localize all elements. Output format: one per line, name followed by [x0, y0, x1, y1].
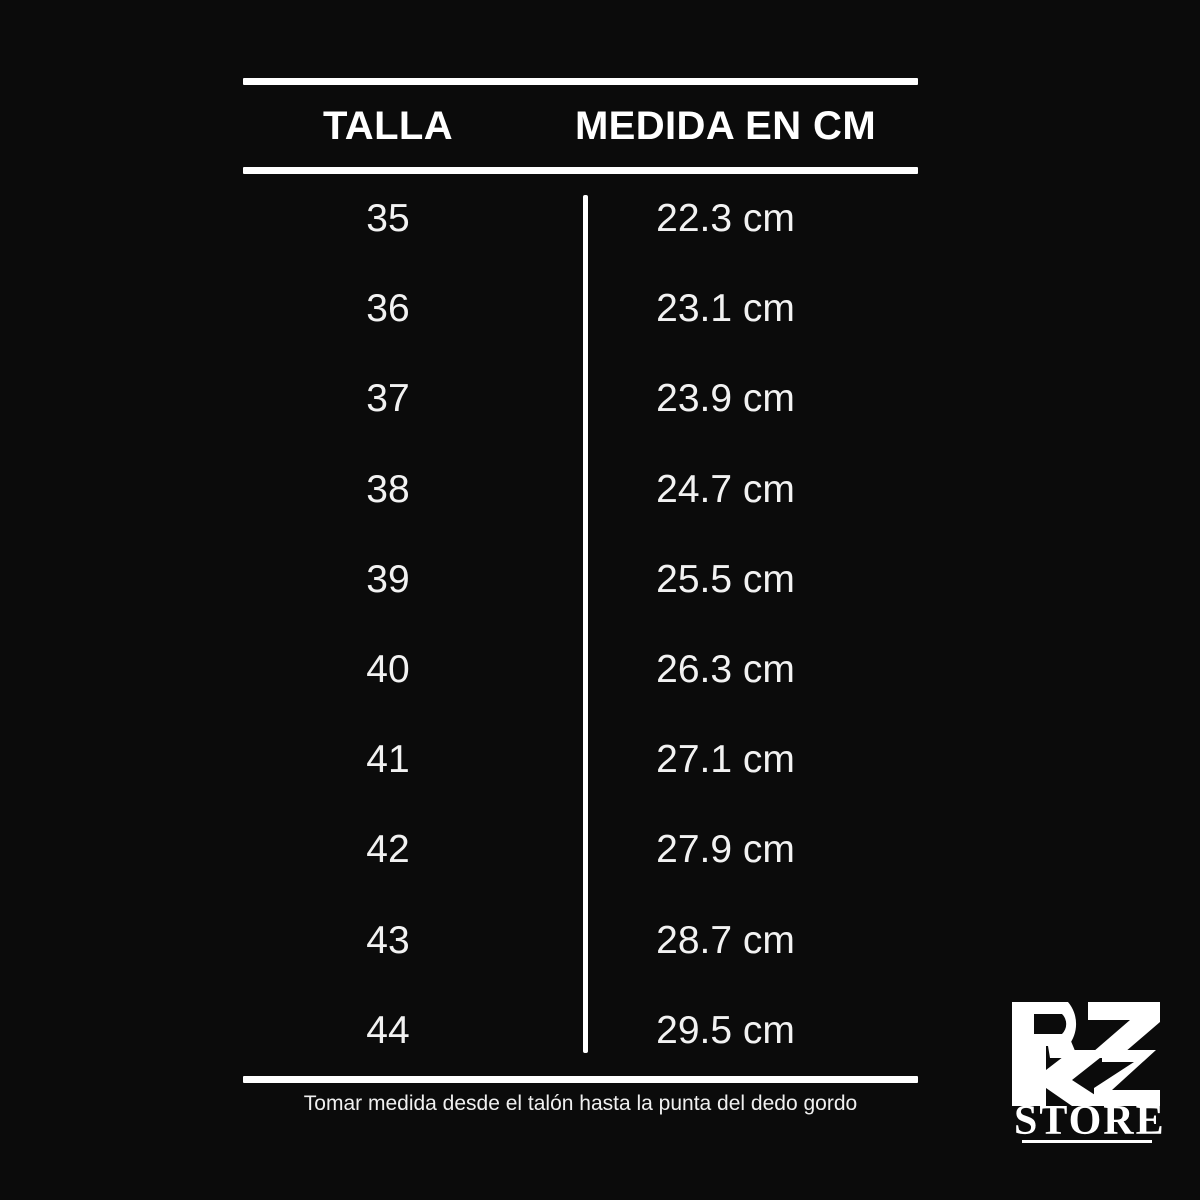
cell-measure: 23.1 cm: [656, 287, 795, 331]
table-row: 36 23.1 cm: [243, 264, 918, 354]
table-row: 37 23.9 cm: [243, 354, 918, 444]
cell-measure: 27.9 cm: [656, 828, 795, 872]
table-row: 35 22.3 cm: [243, 174, 918, 264]
cell-size: 39: [366, 557, 410, 601]
cell-measure: 26.3 cm: [656, 648, 795, 692]
table-row: 42 27.9 cm: [243, 805, 918, 895]
table-row: 44 29.5 cm: [243, 986, 918, 1076]
cell-measure: 29.5 cm: [656, 1008, 795, 1052]
logo-underline: [1022, 1140, 1152, 1143]
table-row: 43 28.7 cm: [243, 896, 918, 986]
cell-size: 35: [366, 197, 410, 241]
cell-size: 43: [366, 918, 410, 962]
cell-measure: 28.7 cm: [656, 918, 795, 962]
table-body: 35 22.3 cm 36 23.1 cm 37 23.9 cm 38 24.7 cm 39 25…: [243, 174, 918, 1076]
size-chart-table: TALLA MEDIDA EN CM 35 22.3 cm 36 23.1 cm 37 2…: [243, 78, 918, 1083]
table-row: 39 25.5 cm: [243, 535, 918, 625]
logo-store-label: STORE: [1014, 1098, 1166, 1144]
table-row: 38 24.7 cm: [243, 445, 918, 535]
column-header-size: TALLA: [322, 103, 454, 148]
cell-measure: 24.7 cm: [656, 467, 795, 511]
cell-measure: 27.1 cm: [656, 738, 795, 782]
cell-size: 38: [366, 467, 410, 511]
cell-size: 44: [366, 1008, 410, 1052]
table-header-rule: [243, 167, 918, 174]
cell-size: 41: [366, 738, 410, 782]
cell-size: 37: [366, 377, 410, 421]
table-row: 41 27.1 cm: [243, 715, 918, 805]
brand-logo: STORE: [1006, 988, 1166, 1158]
table-header-row: TALLA MEDIDA EN CM: [243, 85, 918, 167]
column-header-measure: MEDIDA EN CM: [574, 103, 877, 148]
measurement-instruction: Tomar medida desde el talón hasta la pun…: [303, 1092, 858, 1115]
table-bottom-rule: [243, 1076, 918, 1083]
rz-kz-monogram-icon: [1006, 988, 1166, 1106]
table-top-rule: [243, 78, 918, 85]
cell-size: 42: [366, 828, 410, 872]
cell-measure: 22.3 cm: [656, 197, 795, 241]
column-divider: [583, 195, 588, 1053]
table-row: 40 26.3 cm: [243, 625, 918, 715]
cell-measure: 25.5 cm: [656, 557, 795, 601]
cell-size: 36: [366, 287, 410, 331]
cell-measure: 23.9 cm: [656, 377, 795, 421]
cell-size: 40: [366, 648, 410, 692]
